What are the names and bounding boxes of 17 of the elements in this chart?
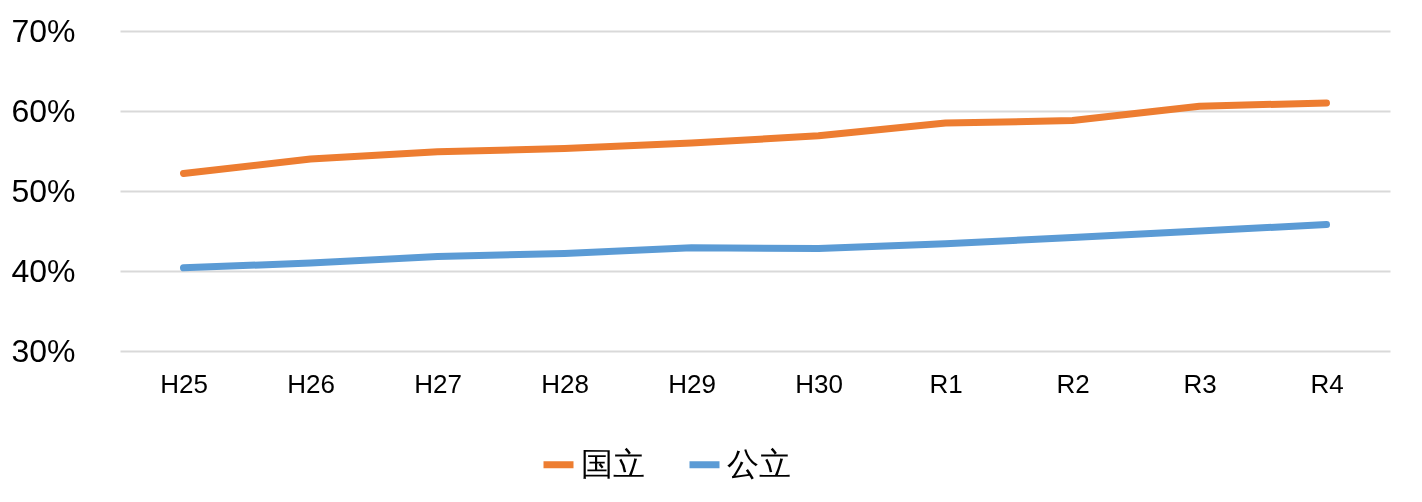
legend-label: 公立 xyxy=(727,444,791,483)
x-tick-label: H25 xyxy=(160,368,208,399)
y-tick-label: 30% xyxy=(11,332,76,369)
y-tick-label: 70% xyxy=(11,12,76,49)
x-tick-label: R4 xyxy=(1310,368,1344,399)
x-tick-label: R2 xyxy=(1056,368,1090,399)
legend-label: 国立 xyxy=(581,444,645,483)
x-tick-label: H27 xyxy=(414,368,462,399)
x-tick-label: R3 xyxy=(1183,368,1217,399)
x-tick-label: H28 xyxy=(541,368,589,399)
y-tick-label: 40% xyxy=(11,252,76,289)
x-tick-label: H29 xyxy=(668,368,716,399)
y-tick-label: 60% xyxy=(11,92,76,129)
x-tick-label: H26 xyxy=(287,368,335,399)
x-tick-label: R1 xyxy=(929,368,963,399)
x-tick-label: H30 xyxy=(795,368,843,399)
y-tick-label: 50% xyxy=(11,172,76,209)
